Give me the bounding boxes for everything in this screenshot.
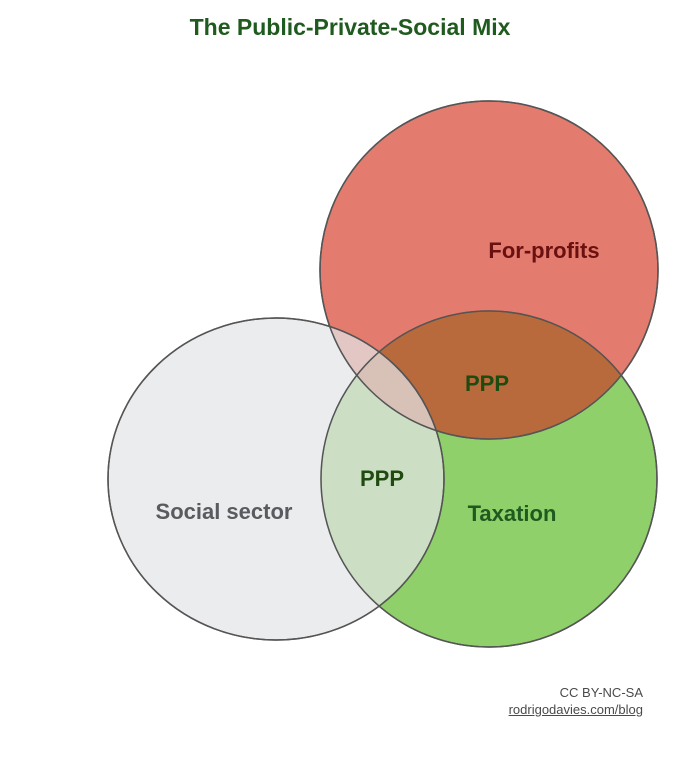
- social-sector-label: Social sector: [156, 499, 293, 524]
- blog-link[interactable]: rodrigodavies.com/blog: [508, 702, 643, 717]
- diagram-title: The Public-Private-Social Mix: [189, 14, 511, 40]
- taxation-label: Taxation: [468, 501, 557, 526]
- for-profits-outline: [319, 100, 659, 440]
- social-sector-outline: [107, 317, 445, 641]
- for-profits-label: For-profits: [488, 238, 599, 263]
- taxation-outline: [320, 310, 658, 648]
- license-text: CC BY-NC-SA: [559, 685, 643, 700]
- ppp-for-profits-taxation-label: PPP: [465, 371, 509, 396]
- ppp-social-taxation-label: PPP: [360, 466, 404, 491]
- credit-block: CC BY-NC-SA rodrigodavies.com/blog: [509, 684, 643, 718]
